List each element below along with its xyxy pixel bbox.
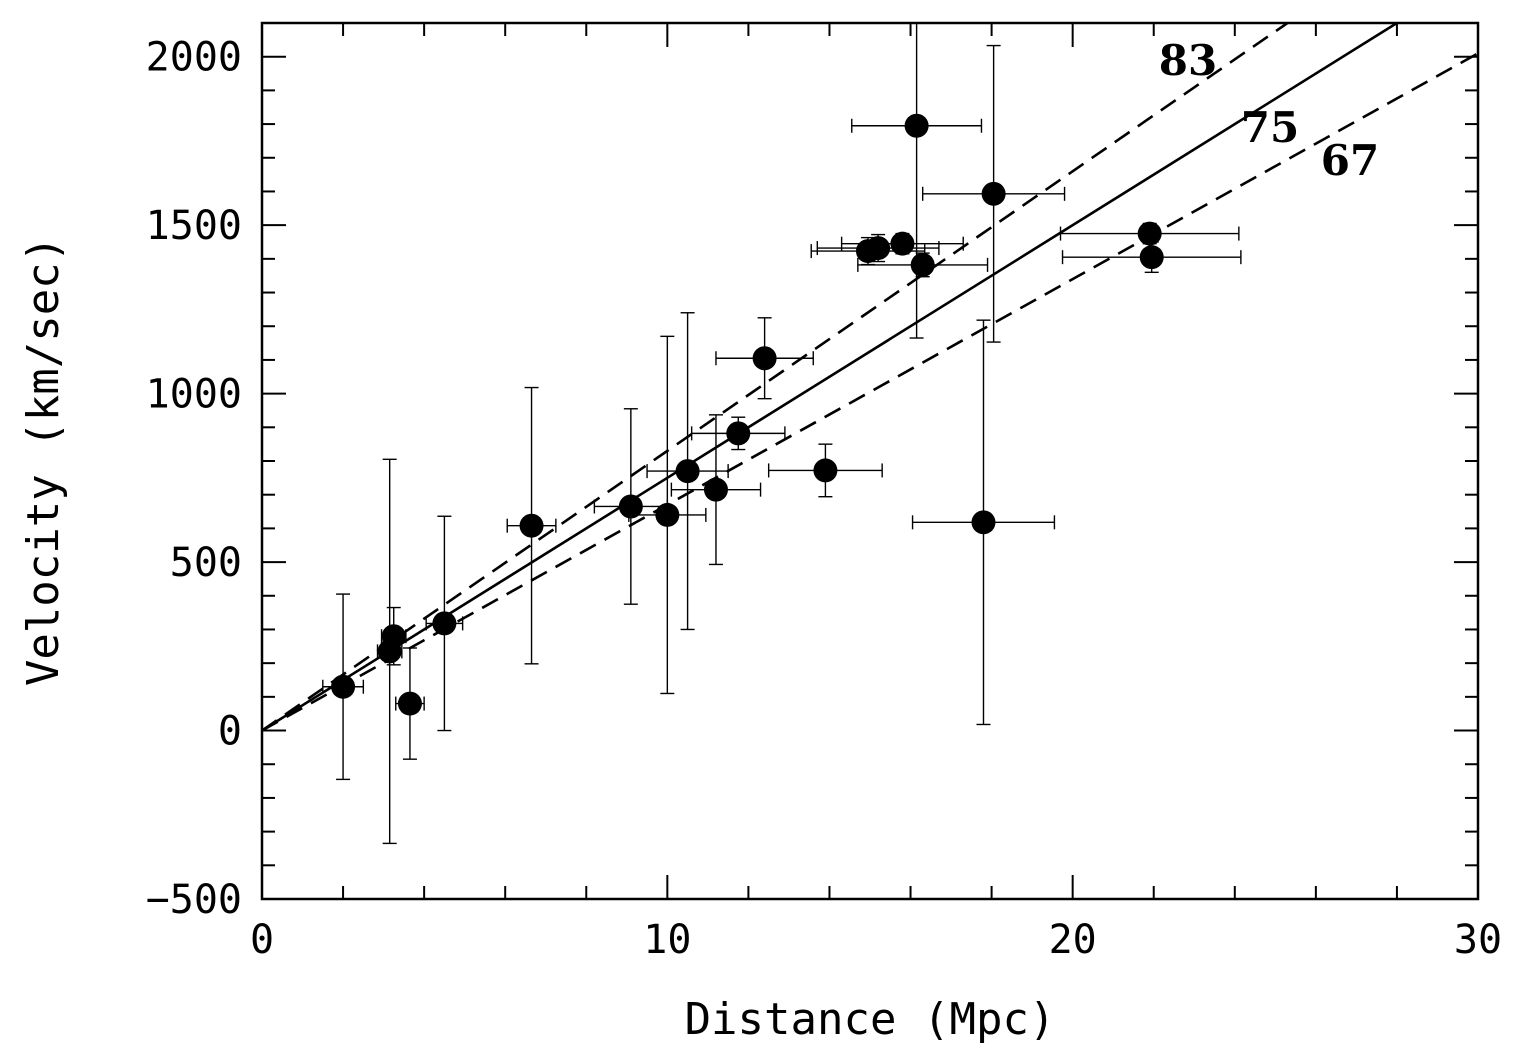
data-point	[432, 611, 457, 636]
axis-ticks-group	[261, 22, 1479, 900]
fit-line-75	[262, 23, 1400, 732]
data-point	[813, 458, 838, 483]
y-tick-labels-group: −500 0 500 1000 1500 2000	[146, 35, 242, 923]
fit-lines-group	[262, 23, 1478, 732]
data-point	[618, 494, 643, 519]
y-tick-label: 2000	[146, 35, 242, 81]
data-points-group	[331, 113, 1164, 716]
y-tick-label: −500	[146, 877, 242, 923]
data-point	[331, 674, 356, 699]
fit-line-label-83: 83	[1159, 36, 1217, 85]
data-point	[981, 181, 1006, 206]
data-point	[910, 252, 935, 277]
data-point	[726, 421, 751, 446]
fit-line-67	[262, 52, 1478, 732]
data-point	[397, 691, 422, 716]
x-tick-labels-group: 0 10 20 30	[250, 917, 1502, 963]
y-axis-title: Velocity (km/sec)	[18, 236, 69, 686]
error-bar	[851, 23, 983, 339]
data-point	[971, 510, 996, 535]
data-point	[752, 346, 777, 371]
x-tick-label: 10	[643, 917, 691, 963]
x-axis-title: Distance (Mpc)	[685, 994, 1056, 1045]
data-point	[675, 459, 700, 484]
x-tick-label: 0	[250, 917, 274, 963]
line-labels-group: 83 75 67	[1159, 36, 1379, 185]
x-tick-label: 20	[1049, 917, 1097, 963]
data-point	[904, 113, 929, 138]
data-point	[890, 231, 915, 256]
data-point	[866, 236, 891, 261]
y-tick-label: 1500	[146, 203, 242, 249]
y-tick-label: 0	[218, 709, 242, 755]
data-point	[381, 624, 406, 649]
data-point	[1139, 245, 1164, 270]
data-point	[1137, 221, 1162, 246]
x-tick-label: 30	[1454, 917, 1502, 963]
fit-line-label-67: 67	[1321, 136, 1379, 185]
fit-line-83	[262, 23, 1290, 732]
data-point	[703, 477, 728, 502]
error-bars-group	[322, 23, 1242, 845]
y-tick-label: 1000	[146, 372, 242, 418]
fit-line-label-75: 75	[1241, 103, 1299, 152]
y-tick-label: 500	[170, 540, 242, 586]
data-point	[655, 502, 680, 527]
data-point	[519, 513, 544, 538]
